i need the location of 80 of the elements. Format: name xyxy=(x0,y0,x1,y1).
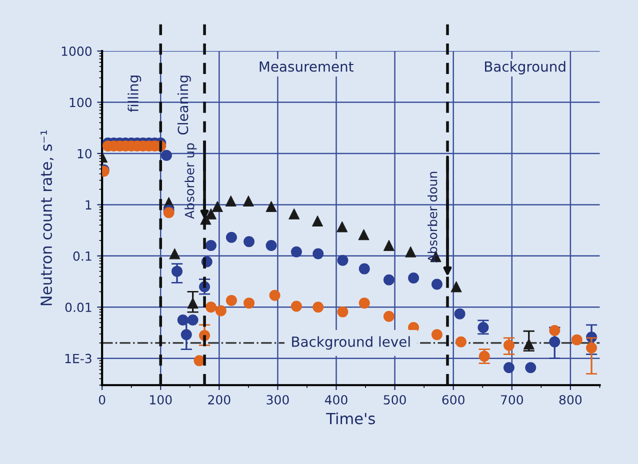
point xyxy=(405,246,416,258)
point xyxy=(226,232,237,243)
point xyxy=(288,208,300,220)
point xyxy=(169,248,180,260)
point xyxy=(383,274,394,286)
point xyxy=(383,240,394,251)
x-tick-label: 700 xyxy=(500,395,523,405)
point xyxy=(383,310,394,322)
point xyxy=(312,302,324,313)
annotation: Absorber up xyxy=(184,143,197,219)
point xyxy=(244,298,255,309)
point xyxy=(290,246,302,258)
point xyxy=(478,350,490,362)
point xyxy=(266,201,277,212)
point xyxy=(431,329,442,340)
point xyxy=(160,150,172,161)
point xyxy=(205,240,216,251)
point xyxy=(455,336,466,348)
point xyxy=(163,207,174,218)
y-tick-label: 1E-3 xyxy=(65,354,92,364)
y-tick-label: 1000 xyxy=(62,46,92,56)
point xyxy=(215,305,226,316)
point xyxy=(177,314,188,326)
x-tick-label: 100 xyxy=(150,395,172,405)
point xyxy=(336,221,348,232)
point xyxy=(205,208,216,220)
point xyxy=(586,342,598,354)
point xyxy=(358,263,370,274)
annotation: filling xyxy=(128,76,142,112)
point xyxy=(549,336,560,348)
point xyxy=(549,324,560,336)
point xyxy=(226,294,237,306)
y-tick-label: 0.01 xyxy=(65,302,92,312)
x-tick-label: 0 xyxy=(98,395,106,405)
point xyxy=(358,229,370,240)
point xyxy=(269,290,280,301)
point xyxy=(225,196,236,207)
x-tick-label: 800 xyxy=(559,395,582,405)
point xyxy=(266,240,277,251)
point xyxy=(180,329,192,340)
point xyxy=(244,236,255,248)
point xyxy=(408,272,420,284)
point xyxy=(337,306,348,318)
point xyxy=(290,300,302,312)
annotation: Background xyxy=(485,61,566,74)
point xyxy=(454,308,466,320)
point xyxy=(337,254,348,266)
point xyxy=(525,362,536,374)
point xyxy=(450,281,462,292)
x-axis-title: Time's xyxy=(326,412,375,424)
y-tick-label: 0.1 xyxy=(73,251,92,261)
point xyxy=(523,338,534,350)
point xyxy=(478,322,489,334)
point xyxy=(312,248,324,260)
point xyxy=(242,196,254,207)
x-tick-label: 600 xyxy=(442,395,464,405)
x-tick-label: 500 xyxy=(384,395,406,405)
point xyxy=(212,201,223,212)
point xyxy=(358,298,370,309)
annotation: Cleaning xyxy=(177,76,191,135)
annotation: Measurement xyxy=(260,61,354,72)
point xyxy=(205,302,216,313)
ref-line-label: Background level xyxy=(292,336,410,350)
x-tick-label: 400 xyxy=(324,395,348,405)
y-tick-label: 10 xyxy=(78,148,92,158)
point xyxy=(503,340,514,351)
point xyxy=(431,278,442,290)
point xyxy=(503,362,514,374)
point xyxy=(187,314,198,326)
annotation: Absorber doun xyxy=(428,172,438,263)
x-tick-label: 200 xyxy=(208,395,230,405)
y-tick-label: 1 xyxy=(86,200,92,210)
point xyxy=(571,334,582,346)
point xyxy=(312,216,324,227)
point xyxy=(172,266,183,277)
point xyxy=(194,355,205,366)
point xyxy=(187,298,198,309)
y-tick-label: 100 xyxy=(70,98,92,108)
x-tick-label: 300 xyxy=(266,395,289,405)
y-axis-title: Neutron count rate, s⁻¹ xyxy=(40,130,54,306)
